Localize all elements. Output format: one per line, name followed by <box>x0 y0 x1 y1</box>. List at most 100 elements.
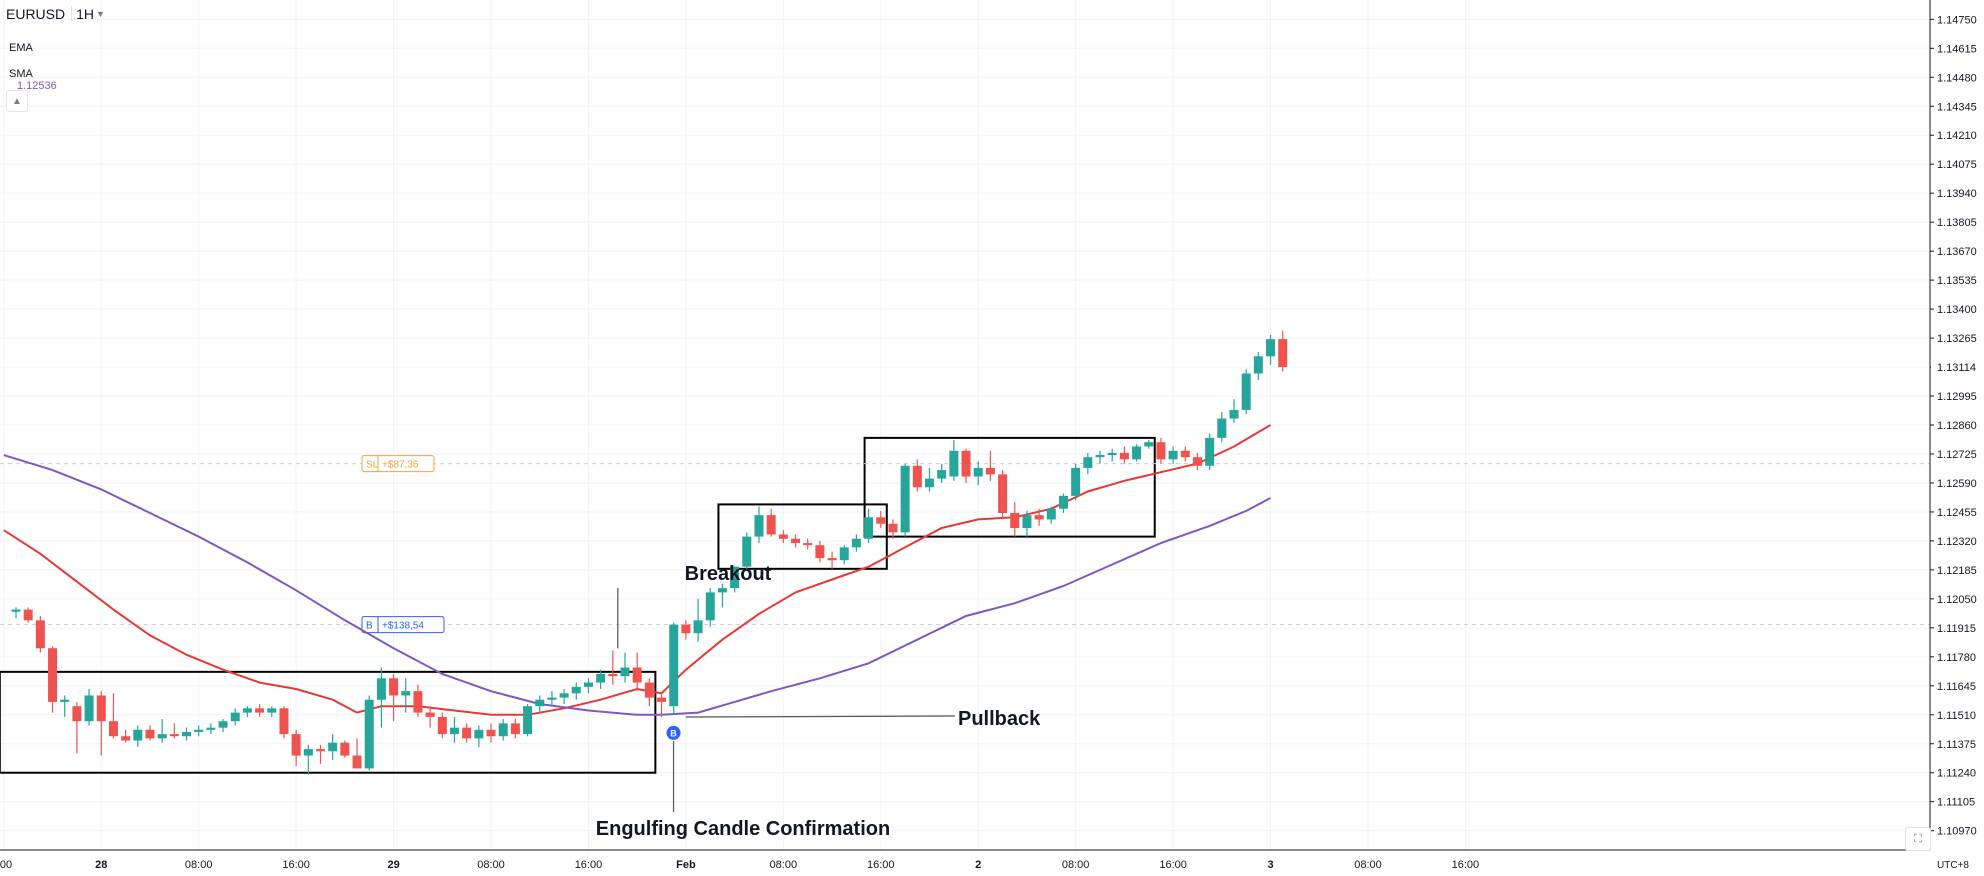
candle-body <box>693 620 703 634</box>
timeframe-select[interactable]: 1H ▼ <box>71 6 109 22</box>
price-tick-label: 1.13400 <box>1937 304 1977 316</box>
candle <box>742 532 752 571</box>
time-tick-label: 16:00 <box>575 859 603 871</box>
candle <box>1022 510 1032 537</box>
candle <box>608 650 618 685</box>
candle-body <box>1071 467 1081 496</box>
price-tick-label: 1.13265 <box>1937 333 1977 345</box>
candle <box>925 467 934 492</box>
candle-body <box>1278 339 1288 368</box>
time-tick-label: 00 <box>0 859 12 871</box>
time-tick-label: Feb <box>676 859 696 871</box>
collapse-legend-button[interactable]: ▲ <box>6 90 28 112</box>
candle-body <box>35 620 45 649</box>
candle <box>851 534 861 552</box>
price-tick-label: 1.12590 <box>1937 478 1977 490</box>
candle <box>547 691 557 707</box>
consolidation-box <box>0 670 657 774</box>
candle <box>437 712 447 739</box>
time-tick-label: 3 <box>1267 859 1273 871</box>
candle-body <box>1144 442 1154 447</box>
symbol-label[interactable]: EURUSD <box>6 6 66 22</box>
candle-body <box>376 678 386 700</box>
candle <box>1205 433 1215 471</box>
price-tick-label: 1.14480 <box>1937 72 1977 84</box>
candle <box>815 540 825 563</box>
candle-body <box>425 712 435 717</box>
candle-body <box>1034 515 1044 520</box>
chevron-up-icon: ▲ <box>12 95 22 107</box>
candle-body <box>1132 446 1142 460</box>
candle <box>717 583 727 608</box>
time-tick-label: 16:00 <box>1452 859 1480 871</box>
position-badge <box>361 455 435 473</box>
candle <box>328 734 338 760</box>
time-axis: 00 28 08:00 16:00 29 08:00 16:00 Feb 08:00 16:00 2… <box>0 849 1984 876</box>
candle-body <box>925 478 934 488</box>
price-tick-label: 1.13670 <box>1937 246 1977 258</box>
candle-body <box>474 729 484 739</box>
candle-body <box>267 708 277 713</box>
candle-body <box>1168 450 1178 460</box>
indicator-ema-label: EMA <box>9 42 33 54</box>
candle-body <box>84 695 94 722</box>
candle <box>754 506 764 544</box>
price-tick-label: 1.11105 <box>1937 797 1975 809</box>
pullback-label: Pullback <box>958 708 1041 730</box>
candle-body <box>1253 356 1263 374</box>
candle <box>778 530 788 544</box>
candle-body <box>949 450 959 477</box>
candle <box>449 716 459 743</box>
candle <box>571 682 581 700</box>
candle-body <box>900 465 910 533</box>
time-tick-label: 28 <box>95 859 107 871</box>
candle <box>827 551 837 569</box>
candle <box>839 545 849 565</box>
current-price-label: 1.13114 <box>1937 362 1976 374</box>
candle-body <box>669 624 679 707</box>
candle-body <box>985 467 995 475</box>
consolidation-zones <box>0 436 1156 774</box>
candle-body <box>973 467 983 477</box>
candle-body <box>1266 339 1276 357</box>
candle-body <box>632 667 642 683</box>
candle-body <box>559 693 569 698</box>
candle-body <box>11 609 21 612</box>
indicator-ema[interactable]: EMA <box>9 42 33 54</box>
candle-body <box>1217 418 1227 438</box>
candle <box>23 607 33 623</box>
indicator-sma[interactable]: SMA 1.12536 <box>9 68 57 92</box>
time-tick-label: 16:00 <box>1159 859 1187 871</box>
position-badge-pnl: +$138,54 <box>382 621 424 632</box>
candle-body <box>1192 457 1202 466</box>
candle-body <box>766 515 776 535</box>
time-tick-label: 08:00 <box>1354 859 1382 871</box>
candle <box>864 508 874 544</box>
candle <box>1132 444 1142 462</box>
candle-body <box>730 566 740 589</box>
candle-body <box>364 699 374 769</box>
candle-body <box>169 734 179 737</box>
candle <box>535 695 545 713</box>
candle-body <box>1058 495 1068 509</box>
price-tick-label: 1.14750 <box>1937 14 1977 26</box>
price-tick-label: 1.11510 <box>1937 710 1976 722</box>
indicator-sma-label: SMA <box>9 68 33 80</box>
candle-body <box>133 729 143 741</box>
candle <box>84 689 94 726</box>
candle-body <box>413 691 423 713</box>
candle <box>108 693 118 739</box>
consolidation-box <box>863 436 1156 538</box>
fullscreen-button[interactable]: ⛶ <box>1905 827 1931 851</box>
candle <box>340 740 350 758</box>
candle-body <box>242 708 252 713</box>
candle-body <box>437 716 447 735</box>
candle-body <box>912 465 922 488</box>
candle-body <box>462 727 472 739</box>
candle-body <box>182 731 192 737</box>
candle <box>900 463 910 537</box>
price-tick-label: 1.10970 <box>1937 826 1977 838</box>
candle-body <box>1022 515 1032 529</box>
candle-body <box>316 749 325 752</box>
